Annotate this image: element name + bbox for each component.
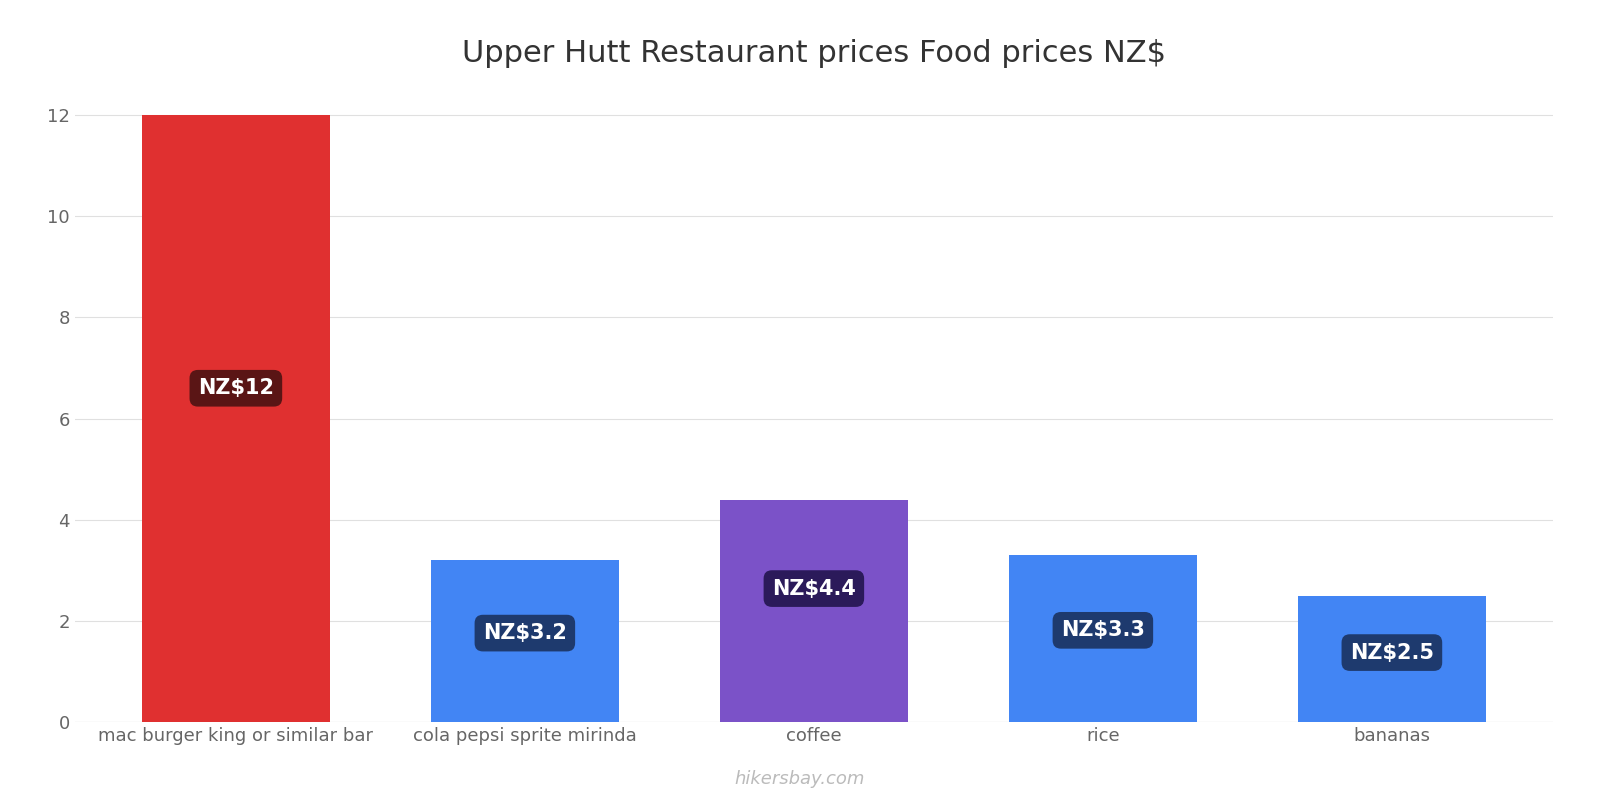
Bar xyxy=(430,560,619,722)
Text: NZ$3.3: NZ$3.3 xyxy=(1061,620,1146,640)
Text: NZ$3.2: NZ$3.2 xyxy=(483,623,566,643)
Bar xyxy=(142,115,330,722)
Text: hikersbay.com: hikersbay.com xyxy=(734,770,866,788)
Text: NZ$4.4: NZ$4.4 xyxy=(771,578,856,598)
Text: NZ$2.5: NZ$2.5 xyxy=(1350,642,1434,662)
Bar xyxy=(1010,555,1197,722)
Bar xyxy=(1298,596,1486,722)
Title: Upper Hutt Restaurant prices Food prices NZ$: Upper Hutt Restaurant prices Food prices… xyxy=(462,39,1166,68)
Text: NZ$12: NZ$12 xyxy=(198,378,274,398)
Bar xyxy=(720,499,907,722)
